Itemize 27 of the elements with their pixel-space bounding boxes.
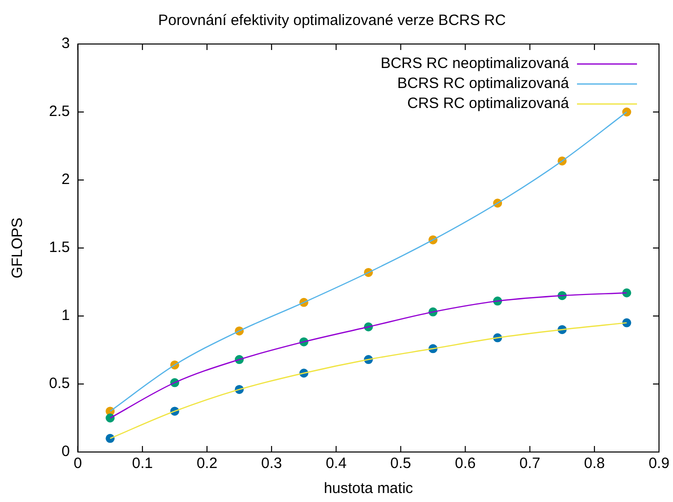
point [106, 414, 115, 422]
x-tick-label: 0.1 [132, 455, 153, 472]
x-tick-label: 0.9 [648, 455, 670, 472]
x-tick-label: 0 [74, 455, 82, 472]
x-tick-label: 0.6 [454, 455, 476, 472]
x-tick-label: 0.8 [584, 455, 605, 472]
x-tick-label: 0.4 [326, 455, 347, 472]
x-tick-label: 0.3 [261, 455, 282, 472]
x-axis-title: hustota matic [324, 480, 414, 498]
point [106, 434, 115, 443]
y-tick-label: 3 [62, 35, 70, 52]
x-tick-label: 0.7 [519, 455, 540, 472]
legend-label: BCRS RC optimalizovaná [397, 75, 570, 92]
y-tick-label: 0 [62, 443, 70, 460]
point [622, 108, 632, 116]
y-axis-title: GFLOPS [9, 218, 26, 278]
legend-label: BCRS RC neoptimalizovaná [380, 55, 570, 72]
point [622, 288, 632, 298]
chart-title: Porovnání efektivity optimalizované verze BCRS RC [158, 12, 506, 30]
x-tick-label: 0.2 [196, 455, 218, 472]
y-tick-label: 2.5 [48, 103, 70, 120]
y-tick-label: 1.5 [48, 239, 70, 256]
y-tick-label: 1 [62, 307, 70, 324]
y-tick-label: 2 [62, 171, 70, 188]
x-tick-label: 0.5 [390, 455, 412, 472]
y-tick-label: 0.5 [48, 375, 70, 392]
legend-label: CRS RC optimalizovaná [407, 95, 570, 112]
